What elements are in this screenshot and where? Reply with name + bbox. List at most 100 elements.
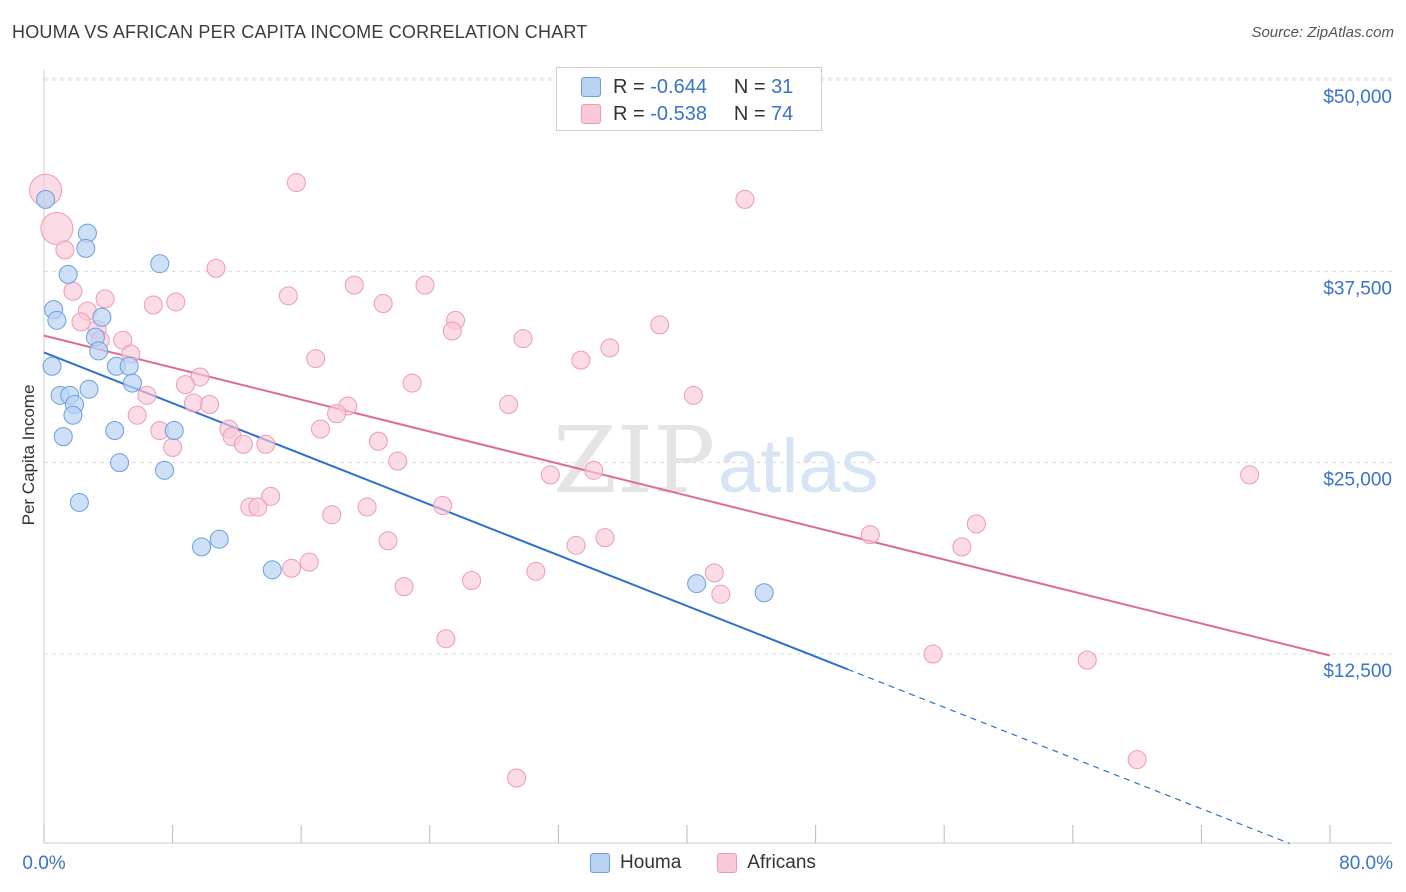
- africans-swatch: [581, 104, 601, 124]
- legend-item-africans[interactable]: Africans: [717, 852, 816, 874]
- africans-point: [1127, 750, 1147, 770]
- africans-point: [137, 385, 157, 405]
- houma-n-label: N =: [733, 75, 766, 98]
- watermark-zip: ZIP: [553, 407, 715, 514]
- africans-point: [183, 393, 203, 413]
- houma-point: [119, 356, 139, 376]
- africans-point: [127, 405, 147, 425]
- houma-swatch: [581, 77, 601, 97]
- houma-point: [105, 421, 125, 441]
- africans-point: [433, 496, 453, 516]
- africans-point: [310, 419, 330, 439]
- africans-point: [600, 338, 620, 358]
- africans-point: [143, 295, 163, 315]
- series-legend: Houma Africans: [0, 852, 1406, 874]
- africans-point: [952, 537, 972, 557]
- watermark: ZIP atlas: [553, 407, 879, 514]
- x-tick-label-max: 80.0%: [1339, 853, 1393, 874]
- africans-n-label: N =: [733, 102, 766, 125]
- africans-point: [595, 528, 615, 548]
- africans-point: [282, 558, 302, 578]
- houma-point: [36, 189, 56, 209]
- africans-point: [540, 465, 560, 485]
- legend-row-houma: R = -0.644 N = 31: [581, 75, 793, 99]
- houma-point: [53, 427, 73, 447]
- africans-point: [436, 629, 456, 649]
- houma-point: [76, 238, 96, 258]
- africans-point: [415, 275, 435, 295]
- houma-point: [110, 453, 130, 473]
- africans-point: [261, 486, 281, 506]
- africans-point: [388, 451, 408, 471]
- houma-point: [164, 421, 184, 441]
- houma-point: [89, 341, 109, 361]
- africans-point: [735, 189, 755, 209]
- houma-legend-label: Houma: [620, 852, 682, 873]
- africans-point: [40, 211, 74, 245]
- africans-point: [344, 275, 364, 295]
- y-tick-label: $12,500: [1323, 661, 1392, 682]
- africans-point: [163, 437, 183, 457]
- y-tick-label: $25,000: [1323, 470, 1392, 491]
- africans-point: [233, 434, 253, 454]
- houma-point: [63, 405, 83, 425]
- houma-n-value: 31: [771, 75, 794, 98]
- africans-point: [526, 561, 546, 581]
- africans-point: [966, 514, 986, 534]
- africans-point: [322, 505, 342, 525]
- africans-point: [368, 431, 388, 451]
- africans-point: [566, 535, 586, 555]
- africans-point: [507, 768, 527, 788]
- x-tick-label-min: 0.0%: [22, 853, 65, 874]
- houma-point: [754, 583, 774, 603]
- africans-point: [286, 173, 306, 193]
- y-tick-label: $37,500: [1323, 278, 1392, 299]
- africans-point: [1077, 650, 1097, 670]
- africans-point: [683, 385, 703, 405]
- houma-point: [122, 373, 142, 393]
- houma-point: [42, 356, 62, 376]
- africans-point: [402, 373, 422, 393]
- houma-point: [47, 310, 67, 330]
- watermark-atlas: atlas: [718, 424, 879, 509]
- africans-point: [442, 321, 462, 341]
- africans-point: [166, 292, 186, 312]
- houma-point: [192, 537, 212, 557]
- africans-point: [200, 395, 220, 415]
- africans-point: [256, 434, 276, 454]
- legend-item-houma[interactable]: Houma: [590, 852, 681, 874]
- houma-point: [69, 492, 89, 512]
- houma-point: [58, 264, 78, 284]
- africans-point: [278, 286, 298, 306]
- africans-point: [175, 375, 195, 395]
- africans-point: [499, 395, 519, 415]
- houma-r-value: -0.644: [650, 75, 707, 98]
- africans-point: [306, 349, 326, 369]
- africans-r-value: -0.538: [650, 102, 707, 125]
- y-tick-label: $50,000: [1323, 87, 1392, 108]
- y-axis-label: Per Capita Income: [19, 385, 38, 526]
- houma-point: [209, 529, 229, 549]
- africans-trend-line: [43, 334, 1331, 657]
- africans-point: [1240, 465, 1260, 485]
- africans-point: [711, 584, 731, 604]
- africans-legend-swatch: [717, 853, 738, 873]
- labels-layer: $12,500 $25,000 $37,500 $50,000 0.0% 80.0% Per…: [19, 87, 1393, 874]
- africans-point: [462, 571, 482, 591]
- houma-point: [79, 379, 99, 399]
- africans-point: [373, 293, 393, 313]
- houma-trend-extension: [847, 668, 1291, 845]
- africans-point: [327, 404, 347, 424]
- africans-point: [584, 460, 604, 480]
- africans-point: [95, 289, 115, 309]
- africans-r-label: R =: [613, 102, 645, 125]
- houma-point: [155, 460, 175, 480]
- africans-point: [394, 577, 414, 597]
- africans-point: [378, 531, 398, 551]
- africans-point: [571, 350, 591, 370]
- houma-r-label: R =: [613, 75, 645, 98]
- legend-row-africans: R = -0.538 N = 74: [581, 102, 793, 126]
- africans-point: [704, 563, 724, 583]
- africans-point: [63, 281, 83, 301]
